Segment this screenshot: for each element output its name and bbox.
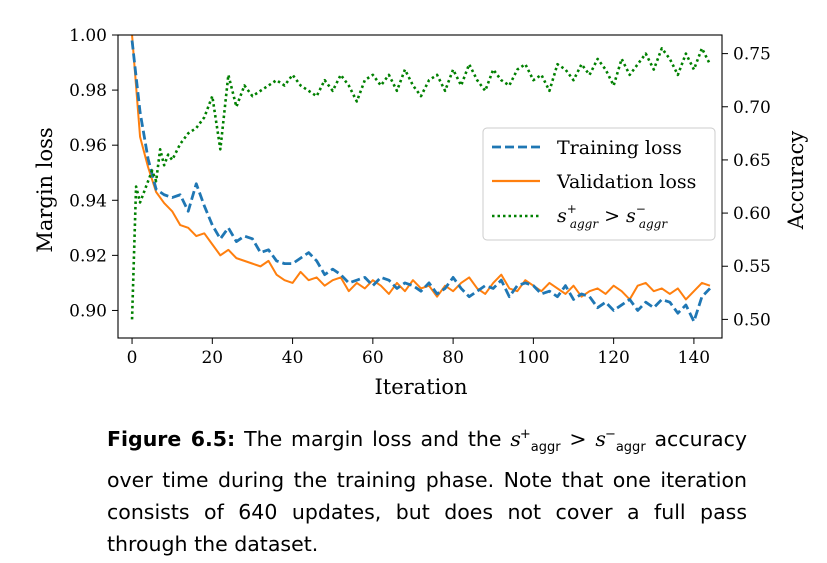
caption-text-after: accuracy over time during the training p… [107, 427, 747, 556]
x-tick-label: 120 [597, 348, 629, 368]
x-tick-label: 100 [517, 348, 549, 368]
y-left-tick-label: 0.92 [69, 246, 107, 266]
y-left-tick-label: 0.94 [69, 191, 107, 211]
series-line-training-loss [130, 40, 711, 323]
legend-label-accuracy: s+ aggr > s− aggr [557, 202, 668, 231]
legend-label-validation: Validation loss [556, 171, 696, 193]
y-axis-right-title: Accuracy [784, 131, 808, 231]
y-right-tick-label: 0.55 [733, 257, 771, 277]
x-axis-title: Iteration [374, 375, 467, 399]
caption-s-minus: s−aggr [595, 427, 646, 455]
legend: Training loss Validation loss s+ aggr > s− a… [482, 127, 716, 241]
caption-text-before: The margin loss and the [244, 427, 502, 451]
y-right-tick-label: 0.65 [733, 151, 771, 171]
caption-label: Figure 6.5: [107, 427, 236, 451]
x-tick-label: 0 [127, 348, 138, 368]
x-tick-label: 140 [678, 348, 710, 368]
y-left-tick-label: 0.90 [69, 301, 107, 321]
plot-frame [117, 34, 723, 339]
figure-caption: Figure 6.5: The margin loss and the s+ag… [107, 419, 747, 560]
y-left-tick-label: 0.96 [69, 136, 107, 156]
x-tick-label: 40 [282, 348, 304, 368]
x-tick-label: 60 [362, 348, 384, 368]
x-tick-label: 20 [201, 348, 223, 368]
x-tick-label: 80 [442, 348, 464, 368]
y-left-tick-label: 0.98 [69, 81, 107, 101]
chart-figure: 0 20 40 60 80 100 120 140 0.90 0.92 0.94 0.96 0.98 1… [33, 26, 808, 399]
series-line-validation-loss [131, 35, 711, 301]
y-right-tick-label: 0.75 [733, 45, 771, 65]
caption-s-plus: s+aggr [510, 427, 561, 455]
y-right-tick-label: 0.70 [733, 98, 771, 118]
legend-box [482, 127, 716, 241]
caption-op: > [569, 427, 587, 451]
series-line-s-aggr-s-aggr [130, 46, 712, 320]
y-left-tick-label: 1.00 [69, 26, 107, 46]
y-axis-left-title: Margin loss [33, 127, 57, 252]
y-right-tick-label: 0.60 [733, 204, 771, 224]
legend-label-training: Training loss [557, 137, 682, 159]
y-right-tick-label: 0.50 [733, 310, 771, 330]
